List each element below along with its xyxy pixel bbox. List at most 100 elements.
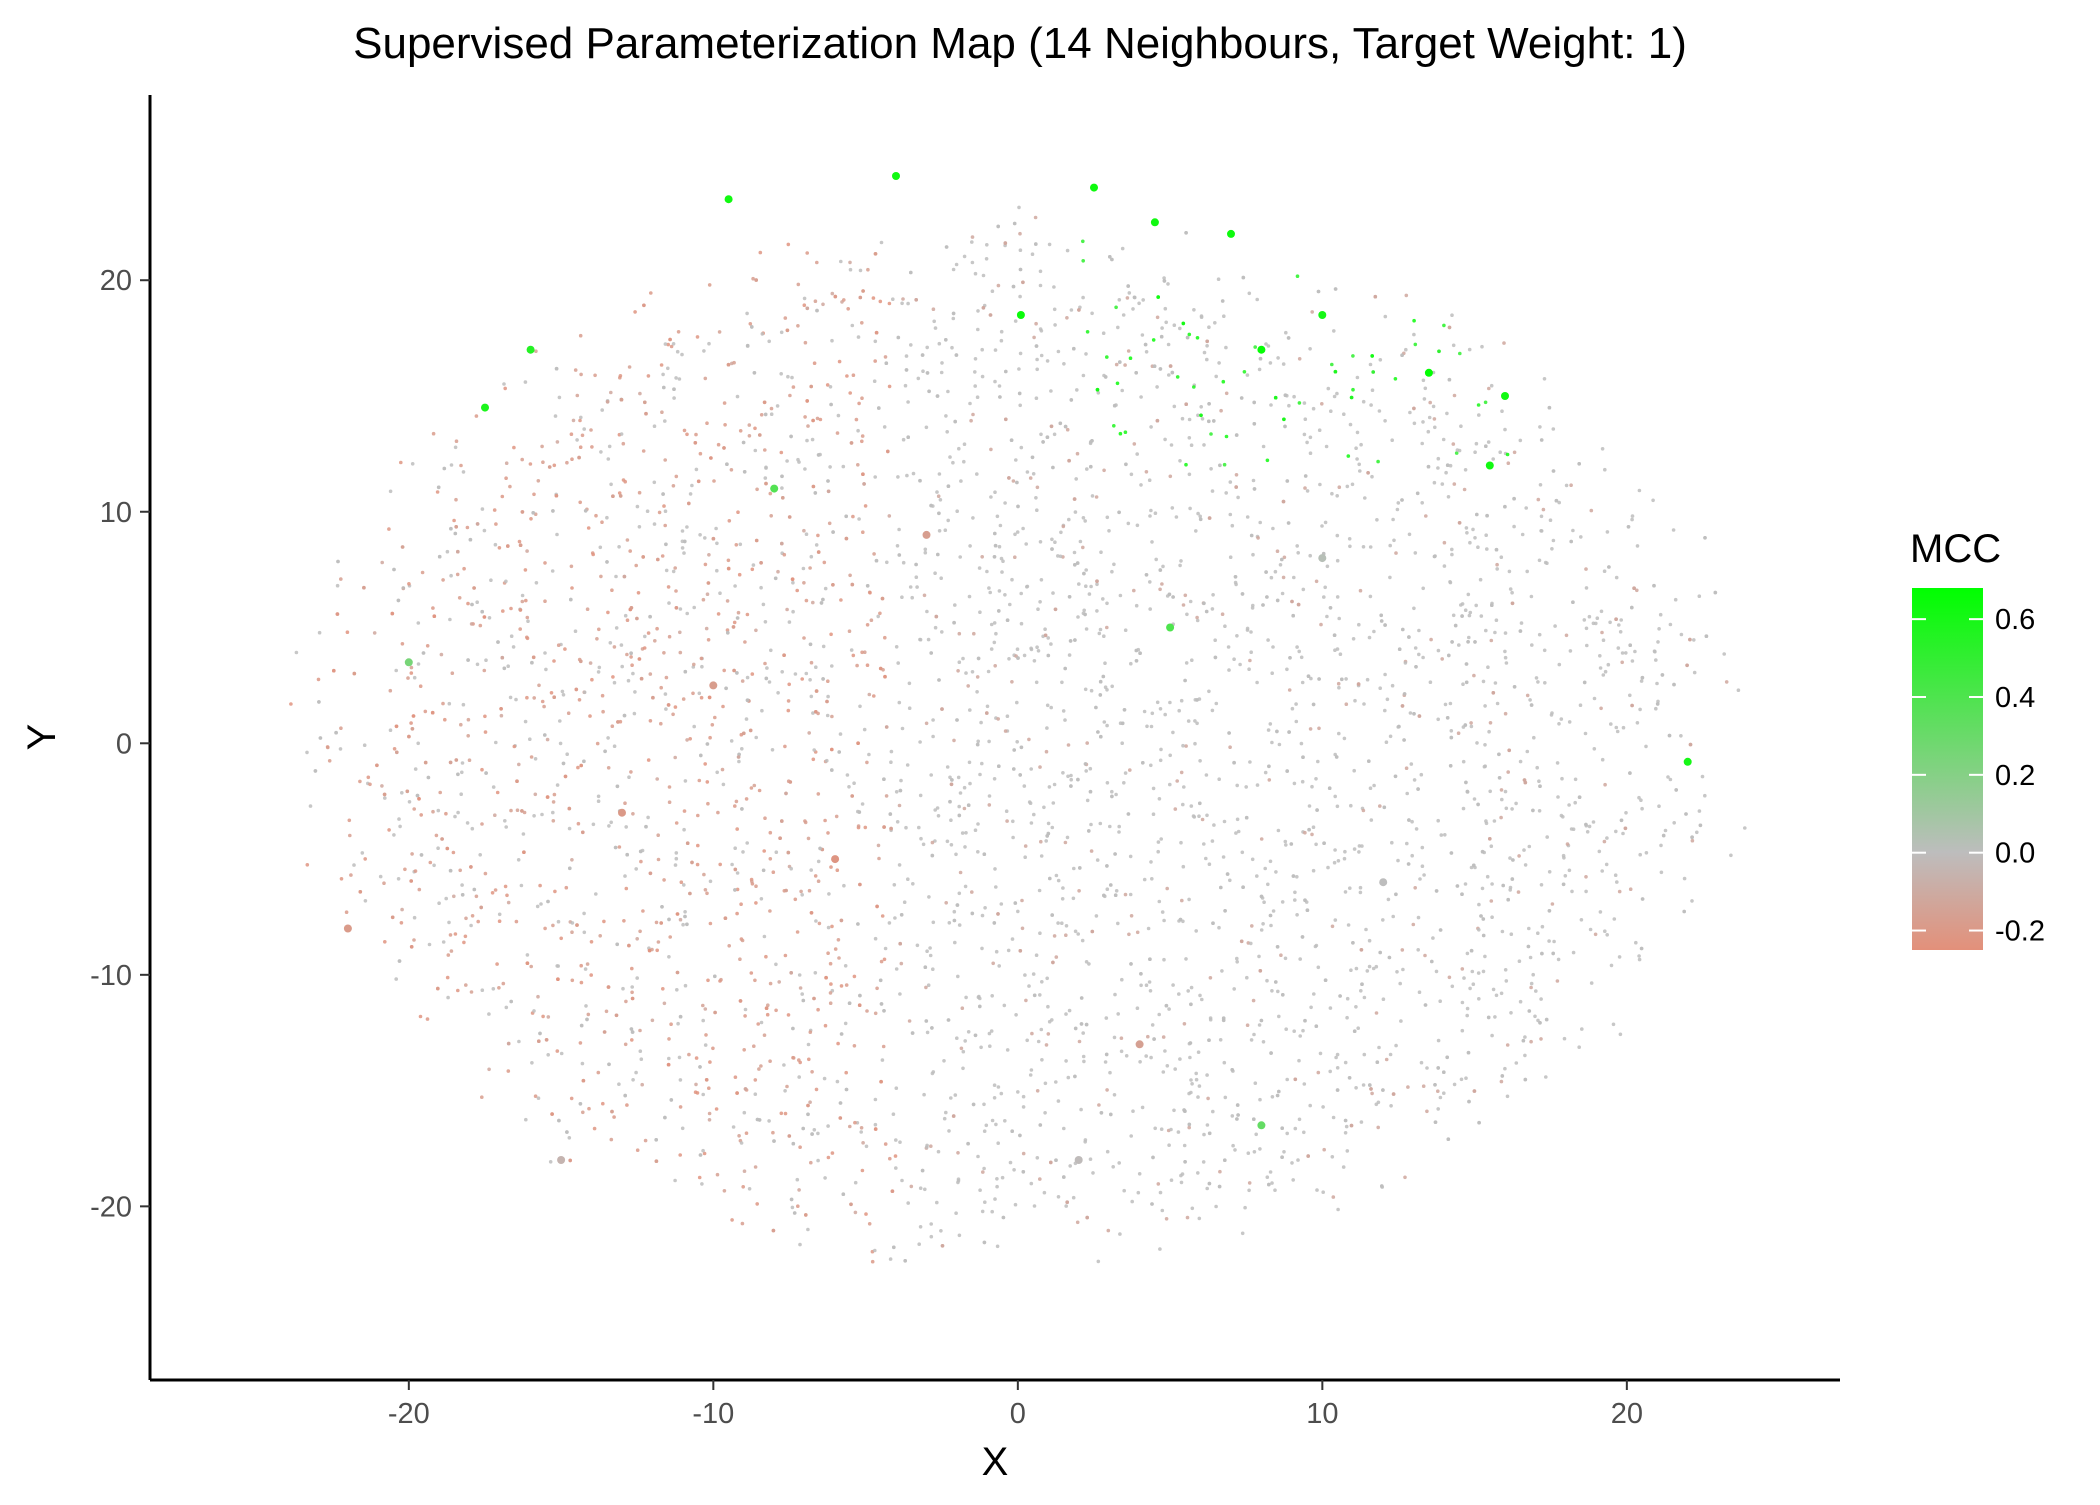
cloud-point: [801, 998, 806, 1003]
cloud-point: [387, 828, 391, 832]
cloud-point: [1275, 945, 1280, 949]
cloud-point: [1713, 590, 1718, 595]
cloud-point: [630, 966, 634, 971]
cloud-point: [1637, 954, 1641, 958]
cloud-point: [566, 711, 571, 715]
cloud-point: [1050, 913, 1054, 917]
cloud-point: [1217, 361, 1221, 365]
cloud-point: [753, 1078, 758, 1082]
cloud-point: [692, 662, 696, 667]
cloud-point: [624, 825, 628, 829]
cloud-point: [1003, 729, 1008, 733]
cloud-point: [1565, 842, 1570, 846]
cloud-point: [1198, 514, 1202, 519]
cloud-point: [500, 655, 505, 660]
cloud-point: [1084, 769, 1088, 773]
cloud-point: [1220, 969, 1224, 973]
cloud-point: [1434, 969, 1439, 974]
cloud-point: [931, 920, 936, 925]
cloud-point: [1161, 564, 1165, 569]
cloud-point: [1110, 257, 1114, 262]
cloud-point: [954, 852, 958, 857]
cloud-point: [1303, 1018, 1307, 1023]
cloud-point: [828, 465, 832, 469]
cloud-point: [1584, 567, 1588, 571]
cloud-point: [400, 545, 405, 549]
cloud-point: [512, 744, 517, 749]
cloud-point: [976, 656, 981, 661]
cloud-point: [711, 536, 716, 541]
cloud-point: [1534, 676, 1539, 680]
cloud-point: [435, 490, 440, 494]
cloud-point: [945, 765, 950, 769]
cloud-point: [982, 1240, 987, 1245]
cloud-point: [1177, 992, 1181, 996]
cloud-point: [1062, 1175, 1066, 1179]
cloud-point: [729, 739, 734, 743]
cloud-point: [1421, 378, 1426, 383]
cloud-point: [1211, 1109, 1215, 1114]
cloud-point: [828, 961, 833, 966]
cloud-point: [880, 914, 885, 918]
cloud-point: [637, 657, 642, 661]
cloud-point: [1185, 335, 1190, 340]
cloud-point: [644, 411, 648, 416]
cloud-point: [1350, 482, 1355, 487]
cloud-point: [517, 762, 521, 767]
cloud-point: [1202, 842, 1206, 846]
cloud-point: [411, 714, 416, 718]
cloud-point: [409, 665, 414, 670]
cloud-point: [1153, 511, 1158, 515]
cloud-point: [923, 965, 928, 969]
cloud-point: [1061, 771, 1065, 775]
cloud-point: [775, 404, 780, 408]
cloud-point: [1348, 544, 1352, 549]
cloud-point: [862, 482, 866, 486]
cloud-point: [1455, 448, 1460, 452]
cloud-point: [1338, 652, 1343, 656]
cloud-point: [1567, 868, 1572, 873]
cloud-point: [639, 676, 644, 681]
cloud-point: [1295, 913, 1299, 917]
cloud-point: [992, 921, 997, 925]
cloud-point: [989, 647, 994, 651]
cloud-point: [1019, 745, 1024, 750]
cloud-point: [883, 355, 888, 359]
cloud-point: [632, 711, 637, 716]
cloud-point: [1020, 926, 1025, 931]
cloud-point: [1270, 740, 1274, 745]
cloud-point: [990, 1118, 995, 1123]
cloud-point: [1234, 433, 1239, 437]
cloud-point: [1068, 1164, 1072, 1168]
cloud-point: [394, 724, 399, 729]
cloud-point: [493, 542, 498, 547]
cloud-point: [1412, 606, 1416, 611]
cloud-point: [382, 881, 386, 885]
cloud-point: [1370, 388, 1375, 393]
cloud-point: [1167, 592, 1172, 597]
cloud-point: [830, 1151, 835, 1155]
cloud-point: [1398, 981, 1402, 986]
cloud-point: [1685, 663, 1689, 668]
cloud-point: [1039, 854, 1044, 858]
cloud-point: [1278, 563, 1283, 567]
cloud-point: [1591, 820, 1596, 824]
cloud-point: [1420, 501, 1424, 505]
cloud-point: [392, 833, 396, 837]
cloud-point: [1345, 484, 1350, 489]
cloud-point: [806, 424, 810, 428]
cloud-point: [1528, 955, 1533, 960]
cloud-point: [1538, 1021, 1542, 1025]
cloud-point: [1123, 363, 1127, 367]
cloud-point: [460, 883, 464, 887]
cloud-point: [763, 816, 767, 820]
cloud-point: [430, 710, 435, 715]
cloud-point: [532, 1009, 536, 1013]
cloud-point: [565, 460, 569, 465]
cloud-point: [1314, 1024, 1319, 1028]
cloud-point: [1445, 411, 1449, 416]
cloud-point: [998, 395, 1002, 399]
cloud-point: [873, 475, 877, 479]
cloud-point: [727, 519, 732, 523]
cloud-point: [976, 1154, 980, 1159]
